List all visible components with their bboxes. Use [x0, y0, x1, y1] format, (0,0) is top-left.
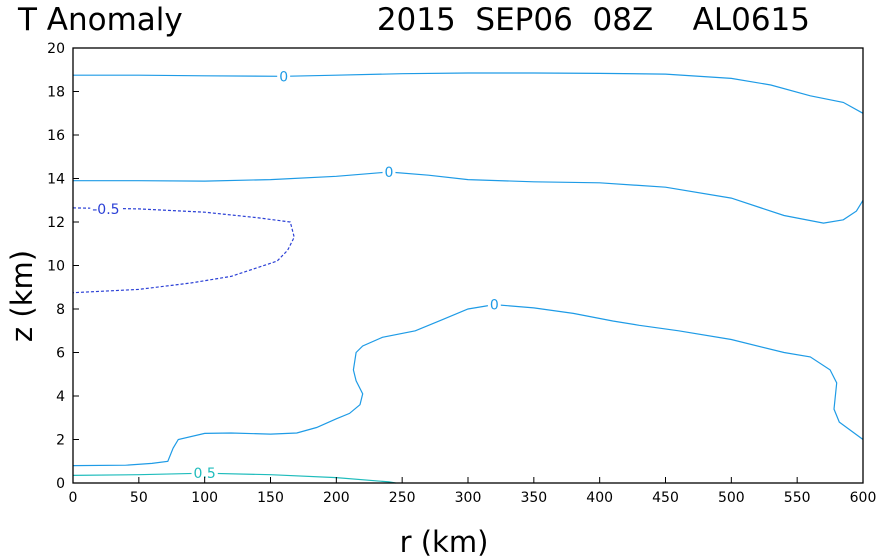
contour-label-background — [277, 69, 291, 86]
y-tick-label: 0 — [56, 476, 65, 492]
y-tick-label: 18 — [47, 85, 65, 101]
x-tick-label: 250 — [389, 490, 416, 506]
contour-line: 0.5 — [72, 466, 396, 484]
y-tick-label: 2 — [56, 433, 65, 449]
y-tick-label: 8 — [56, 302, 65, 318]
contour-label-background — [487, 297, 501, 314]
chart-title-left: T Anomaly — [17, 2, 183, 38]
x-axis-label: r (km) — [400, 525, 489, 559]
contour-label: 0 — [279, 69, 288, 85]
x-tick-label: 300 — [455, 490, 482, 506]
contour-line: 0 — [73, 69, 864, 114]
contour-label: -0.5 — [92, 202, 119, 218]
x-tick-label: 350 — [520, 490, 547, 506]
x-tick-label: 550 — [784, 490, 811, 506]
x-tick-label: 150 — [257, 490, 284, 506]
y-tick-label: 14 — [47, 172, 65, 188]
contour-path — [72, 472, 396, 484]
contour-path — [73, 171, 864, 224]
y-tick-label: 6 — [56, 346, 65, 362]
y-tick-label: 12 — [47, 215, 65, 231]
contour-label: 0.5 — [194, 466, 216, 482]
x-tick-label: 0 — [69, 490, 78, 506]
x-tick-label: 400 — [586, 490, 613, 506]
x-tick-label: 100 — [191, 490, 218, 506]
contour-path — [72, 303, 864, 467]
contour-label-background — [382, 164, 396, 181]
contour-negative: -0.5 — [72, 201, 295, 294]
contour-label-background — [191, 466, 218, 483]
contour-line: 0 — [73, 164, 864, 224]
contour-label: 0 — [490, 298, 499, 314]
x-tick-label: 600 — [850, 490, 877, 506]
x-tick-label: 200 — [323, 490, 350, 506]
contour-layer: 0 0 0 -0.5 0.5 — [72, 69, 864, 484]
plot-frame — [72, 47, 864, 484]
contour-path — [72, 207, 295, 294]
contour-label-background — [90, 201, 122, 218]
x-tick-label: 50 — [130, 490, 148, 506]
contour-line: 0 — [72, 297, 864, 467]
y-tick-label: 16 — [47, 128, 65, 144]
x-tick-label: 500 — [718, 490, 745, 506]
chart-title-right: 2015 SEP06 08Z AL0615 — [377, 2, 810, 38]
y-axis-label: z (km) — [5, 250, 39, 342]
axis-ticks: 0 50 100 150 200 250 300 350 400 450 500 550 6000246… — [47, 41, 876, 506]
y-tick-label: 10 — [47, 259, 65, 275]
y-tick-label: 4 — [56, 389, 65, 405]
contour-path — [73, 72, 864, 114]
contour-label: 0 — [385, 165, 394, 181]
y-tick-label: 20 — [47, 41, 65, 57]
x-tick-label: 450 — [652, 490, 679, 506]
